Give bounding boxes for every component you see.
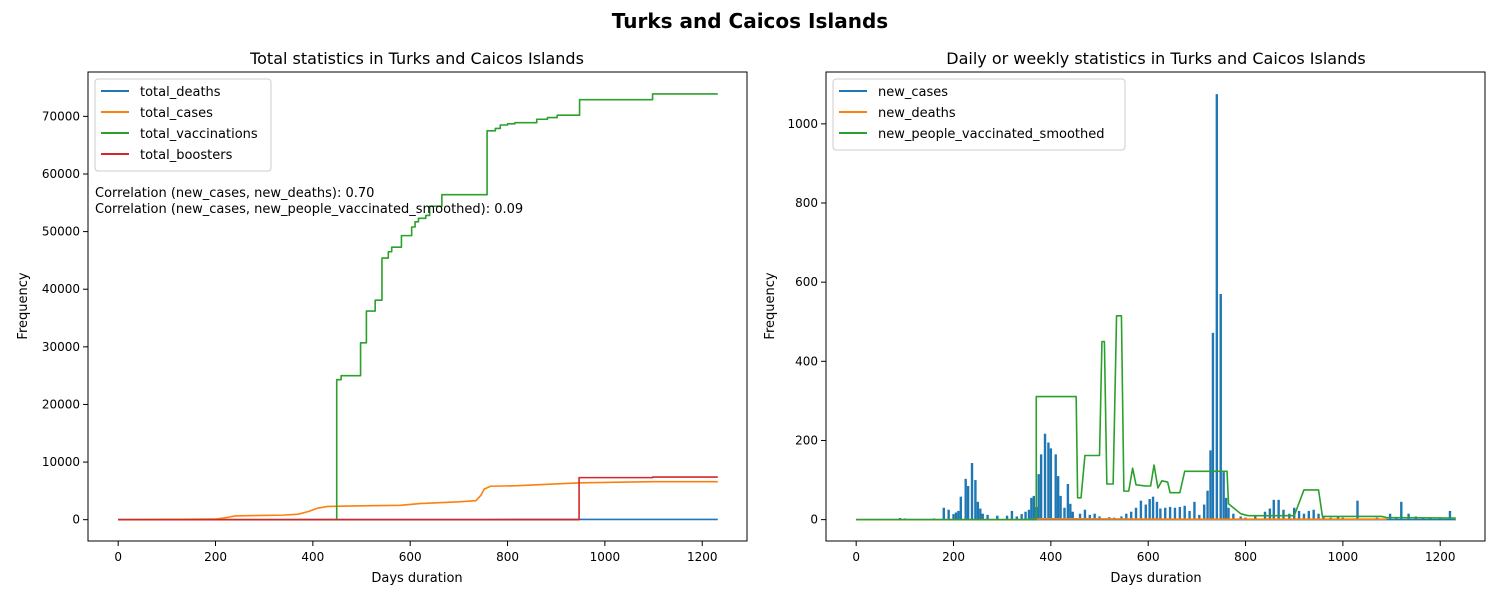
left-legend: total_deaths total_cases total_vaccination… bbox=[95, 79, 271, 171]
left-y-axis-label: Frequency bbox=[16, 272, 31, 339]
left-x-tick-label-1000: 1000 bbox=[590, 550, 621, 564]
right-y-tick-label-1000: 1000 bbox=[787, 117, 818, 131]
right-x-tick-label-0: 0 bbox=[852, 550, 860, 564]
left-y-tick-label-40000: 40000 bbox=[42, 282, 80, 296]
left-legend-label-total-boosters: total_boosters bbox=[140, 148, 233, 163]
right-y-axis-label: Frequency bbox=[763, 272, 778, 339]
right-x-axis-label: Days duration bbox=[1110, 571, 1201, 586]
left-legend-label-total-cases: total_cases bbox=[140, 106, 213, 121]
left-panel-title: Total statistics in Turks and Caicos Isl… bbox=[249, 49, 584, 68]
figure-suptitle: Turks and Caicos Islands bbox=[612, 9, 888, 33]
right-x-tick-label-600: 600 bbox=[1137, 550, 1160, 564]
right-panel-title: Daily or weekly statistics in Turks and … bbox=[946, 49, 1365, 68]
right-y-tick-label-600: 600 bbox=[795, 275, 818, 289]
left-y-tick-label-50000: 50000 bbox=[42, 225, 80, 239]
right-legend: new_cases new_deaths new_people_vaccinated… bbox=[833, 79, 1125, 150]
left-x-tick-label-800: 800 bbox=[496, 550, 519, 564]
correlation-annotation-deaths: Correlation (new_cases, new_deaths): 0.7… bbox=[95, 186, 374, 201]
right-x-tick-label-1000: 1000 bbox=[1328, 550, 1359, 564]
left-y-tick-label-30000: 30000 bbox=[42, 340, 80, 354]
left-x-tick-label-0: 0 bbox=[114, 550, 122, 564]
left-x-tick-label-1200: 1200 bbox=[687, 550, 718, 564]
left-legend-label-total-deaths: total_deaths bbox=[140, 85, 221, 100]
left-x-tick-label-200: 200 bbox=[204, 550, 227, 564]
right-y-tick-label-200: 200 bbox=[795, 433, 818, 447]
left-y-tick-label-20000: 20000 bbox=[42, 397, 80, 411]
right-legend-label-new-people-vaccinated-smoothed: new_people_vaccinated_smoothed bbox=[878, 127, 1104, 142]
left-x-tick-label-600: 600 bbox=[399, 550, 422, 564]
left-y-tick-label-70000: 70000 bbox=[42, 109, 80, 123]
right-x-tick-label-200: 200 bbox=[942, 550, 965, 564]
right-x-tick-label-400: 400 bbox=[1039, 550, 1062, 564]
left-y-tick-label-0: 0 bbox=[72, 513, 80, 527]
right-legend-label-new-cases: new_cases bbox=[878, 85, 948, 100]
right-x-tick-label-800: 800 bbox=[1234, 550, 1257, 564]
right-x-tick-label-1200: 1200 bbox=[1425, 550, 1456, 564]
right-legend-label-new-deaths: new_deaths bbox=[878, 106, 956, 121]
left-x-axis-label: Days duration bbox=[371, 571, 462, 586]
left-y-tick-label-60000: 60000 bbox=[42, 167, 80, 181]
left-x-tick-label-400: 400 bbox=[301, 550, 324, 564]
right-y-tick-label-0: 0 bbox=[810, 513, 818, 527]
right-y-tick-label-800: 800 bbox=[795, 196, 818, 210]
left-legend-label-total-vaccinations: total_vaccinations bbox=[140, 127, 258, 142]
left-y-tick-label-10000: 10000 bbox=[42, 455, 80, 469]
right-y-tick-label-400: 400 bbox=[795, 354, 818, 368]
correlation-annotation-vaccinated: Correlation (new_cases, new_people_vacci… bbox=[95, 202, 523, 217]
